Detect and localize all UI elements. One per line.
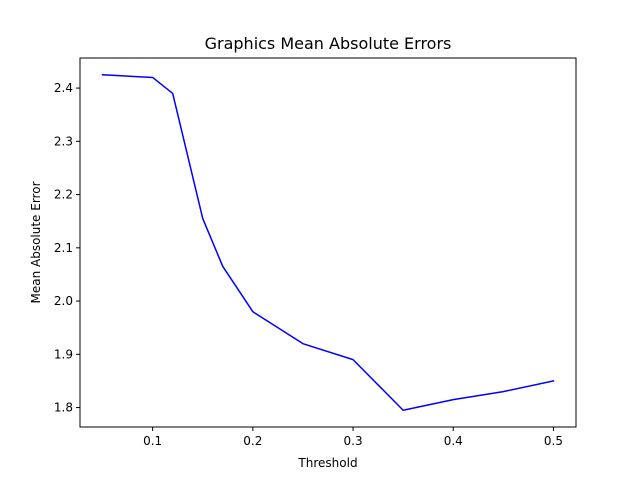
y-tick-label: 2.3 — [54, 134, 73, 148]
x-tick-label: 0.2 — [243, 434, 262, 448]
x-tick-label: 0.4 — [444, 434, 463, 448]
y-tick-label: 2.4 — [54, 81, 73, 95]
x-axis-ticks: 0.1 0.2 0.3 0.4 0.5 — [143, 427, 563, 448]
y-tick-label: 1.9 — [54, 347, 73, 361]
plot-frame — [79, 57, 577, 428]
y-tick-label: 2.0 — [54, 294, 73, 308]
chart-title: Graphics Mean Absolute Errors — [205, 34, 452, 53]
y-tick-label: 2.1 — [54, 241, 73, 255]
plot-area — [101, 73, 555, 411]
x-tick-label: 0.1 — [143, 434, 162, 448]
y-tick-label: 2.2 — [54, 188, 73, 202]
y-axis-ticks: 1.8 1.9 2.0 2.1 2.2 2.3 2.4 — [54, 81, 80, 415]
x-axis-label: Threshold — [297, 456, 357, 470]
y-axis-label: Mean Absolute Error — [29, 181, 43, 303]
series-line — [101, 73, 555, 411]
x-tick-label: 0.5 — [544, 434, 563, 448]
y-tick-label: 1.8 — [54, 401, 73, 415]
x-tick-label: 0.3 — [344, 434, 363, 448]
